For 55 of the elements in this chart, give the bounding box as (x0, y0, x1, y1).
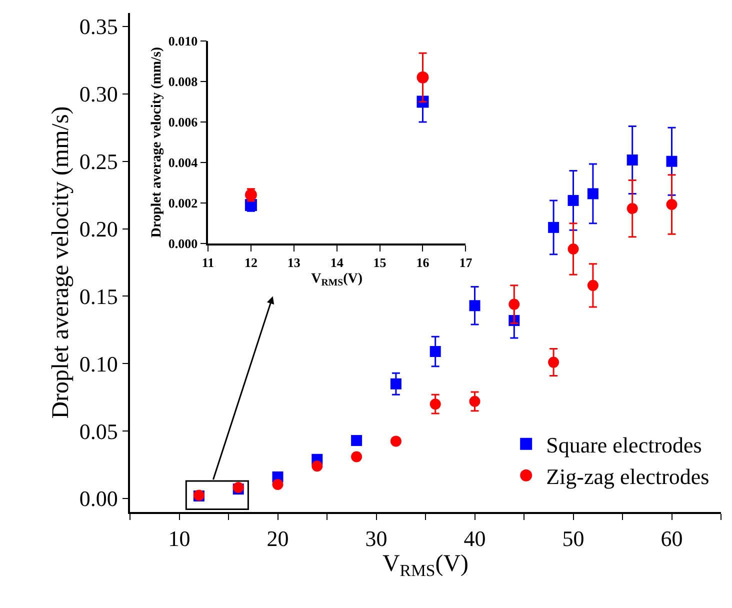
y-tick-label: 0.008 (168, 74, 198, 90)
y-tick-label: 0.20 (79, 216, 118, 242)
y-tick-label: 0.05 (79, 418, 118, 444)
y-tick-label: 0.10 (79, 351, 118, 376)
x-tick-label: 12 (244, 254, 258, 270)
y-tick-label: 0.35 (79, 14, 118, 40)
x-tick-label: 60 (660, 526, 683, 552)
point (469, 396, 480, 407)
x-axis-title: V$_{RMS}$(V) (382, 551, 469, 580)
x-tick-label: 13 (287, 254, 301, 270)
point (568, 244, 579, 255)
point (430, 398, 441, 410)
point (351, 451, 362, 462)
x-tick-label: 30 (365, 526, 388, 552)
y-tick-label: 0.010 (168, 33, 198, 48)
point (587, 280, 598, 291)
x-tick-label: 14 (330, 254, 344, 270)
point (272, 478, 284, 490)
x-tick-label: 15 (373, 254, 387, 270)
point (548, 222, 560, 233)
point (416, 71, 429, 84)
x-tick-label: 11 (202, 254, 214, 270)
x-tick-label: 20 (266, 526, 289, 552)
point (469, 300, 480, 312)
legend-label: Zig-zag electrodes (546, 464, 710, 490)
y-tick-label: 0.006 (168, 114, 198, 130)
y-tick-label: 0.15 (79, 284, 118, 309)
legend-label: Square electrodes (546, 432, 702, 458)
point (626, 203, 638, 214)
point (587, 188, 598, 200)
point (666, 199, 678, 210)
point (390, 436, 402, 447)
x-tick-label: 50 (562, 526, 584, 552)
point (508, 298, 520, 310)
y-tick-label: 0.002 (168, 196, 198, 211)
x-axis-title: V$_{RMS}$(V) (311, 272, 363, 289)
point (430, 346, 441, 358)
x-tick-label: 16 (416, 254, 430, 270)
point (626, 154, 638, 166)
point (666, 156, 678, 167)
y-tick-label: 0.00 (79, 486, 118, 512)
y-tick-label: 0.000 (168, 236, 198, 252)
point (390, 378, 402, 390)
x-tick-label: 40 (464, 526, 486, 552)
point (351, 435, 362, 446)
y-tick-label: 0.30 (79, 82, 118, 107)
x-tick-label: 10 (168, 526, 190, 552)
y-tick-label: 0.25 (79, 149, 118, 174)
point (312, 460, 323, 472)
point (548, 356, 560, 368)
point (568, 194, 579, 206)
y-tick-label: 0.004 (168, 155, 198, 170)
x-tick-label: 17 (459, 254, 473, 270)
y-axis-title: Droplet average velocity (mm/s) (150, 46, 165, 238)
y-axis-title: Droplet average velocity (mm/s) (48, 106, 74, 419)
